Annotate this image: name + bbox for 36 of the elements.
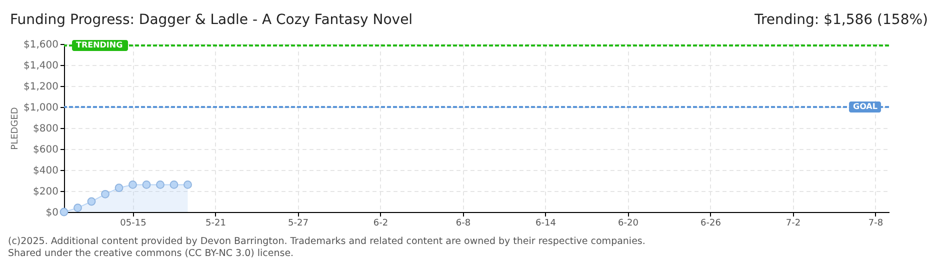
x-tick-label: 6-8 [456, 218, 471, 228]
point [60, 208, 68, 216]
x-tick-label: 6-2 [373, 218, 388, 228]
ref-line-label: GOAL [853, 102, 878, 111]
y-tick-label: $1,600 [24, 40, 58, 50]
x-tick-label: 05-15 [120, 218, 146, 228]
y-tick-label: $400 [33, 166, 58, 176]
x-tick-label: 5-21 [206, 218, 226, 228]
y-tick-label: $800 [33, 124, 58, 134]
point [128, 180, 137, 189]
x-tick-label: 6-20 [618, 218, 639, 228]
point [142, 180, 151, 189]
point [156, 180, 164, 189]
point [101, 190, 110, 198]
point [184, 180, 192, 189]
y-tick-label: $1,200 [24, 82, 58, 92]
y-tick-label: $200 [33, 186, 58, 198]
ref-line-label: TRENDING [76, 40, 123, 50]
x-tick-label: 5-27 [288, 218, 308, 228]
x-tick-label: 6-26 [700, 218, 722, 228]
x-tick-label: 7-8 [868, 218, 884, 228]
y-tick-label: $1,000 [24, 102, 58, 114]
y-tick-label: $0 [46, 208, 58, 218]
x-tick-label: 6-14 [536, 218, 556, 228]
x-tick-label: 7-2 [786, 218, 801, 228]
point [74, 204, 82, 212]
y-axis-title: PLEDGED [10, 107, 21, 150]
point [87, 197, 96, 206]
point [170, 180, 178, 189]
text: Shared under the creative commons (CC BY-NC 3.0) license. [8, 248, 295, 260]
chart-title: Funding Progress: Dagger & Ladle - A Cozy Fantasy Novel [10, 12, 413, 28]
point [114, 184, 124, 192]
y-tick-label: $1,400 [24, 60, 58, 72]
y-tick-label: $600 [33, 144, 58, 156]
text: (c)2025. Additional content provided by Devon Barrington. Trademarks and related content are owned by their respective companies. [8, 236, 646, 248]
chart-subtitle: Trending: $1,586 (158%) [754, 12, 928, 28]
